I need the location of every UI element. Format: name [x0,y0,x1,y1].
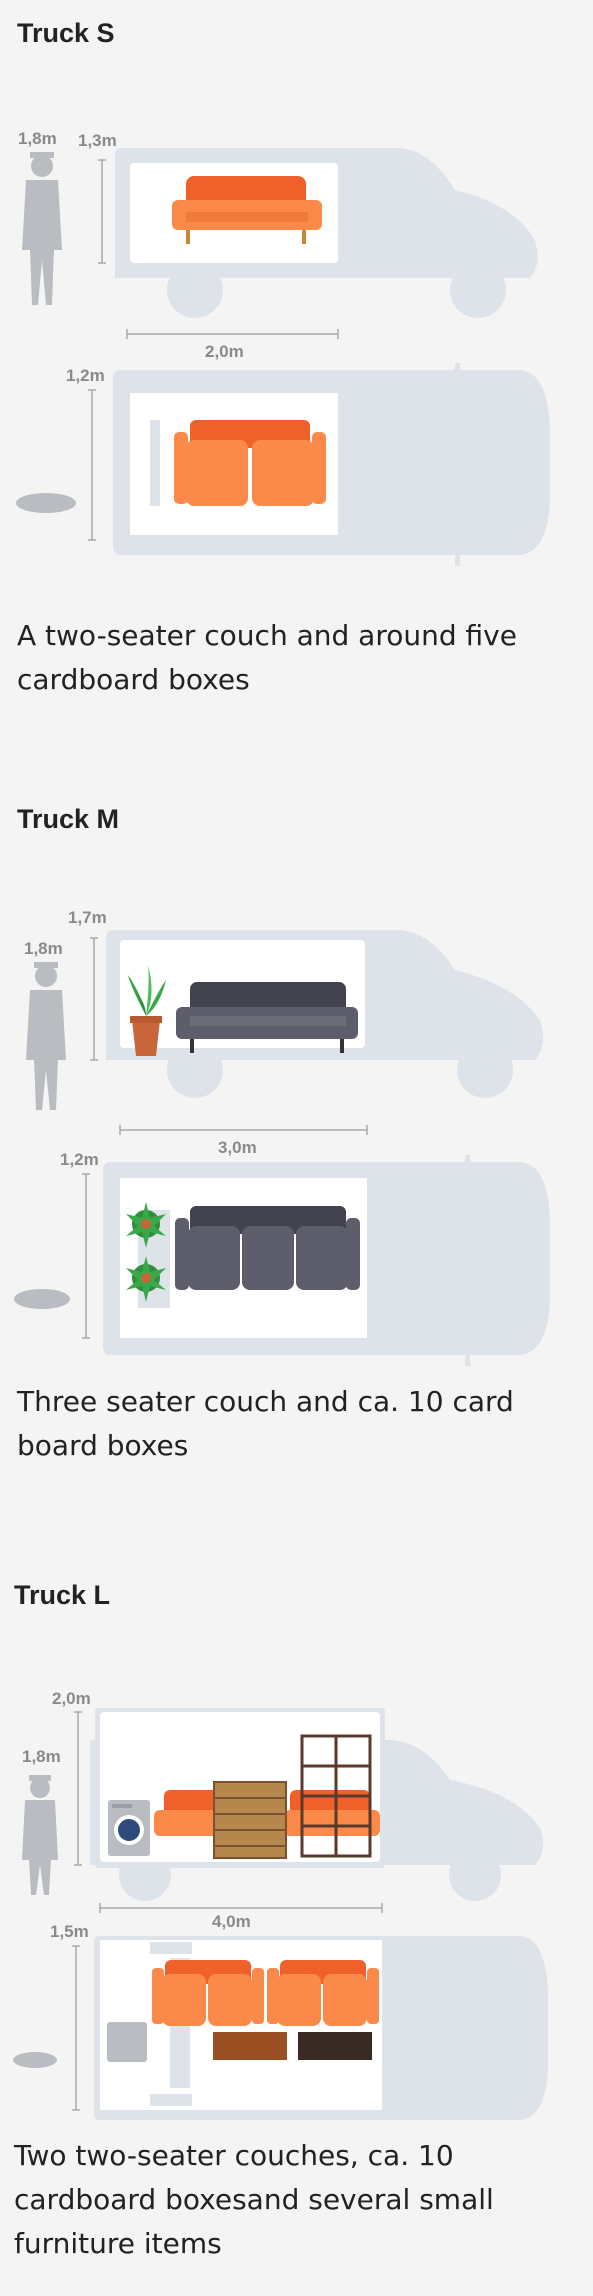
truck-m-cargo-width-label: 1,2m [60,1150,99,1169]
person-top-icon [14,1289,70,1309]
truck-m-person-height-label: 1,8m [24,939,63,958]
truck-s-description: A two-seater couch and around five cardb… [17,619,517,696]
truck-s-top-view [113,363,550,566]
truck-l-description: Two two-seater couches, ca. 10 cardboard… [14,2139,494,2260]
truck-l-cargo-length-label: 4,0m [212,1912,251,1931]
truck-l-side-view [90,1708,544,1901]
person-icon [26,962,66,1110]
washing-machine-top-icon [107,2022,147,2062]
person-top-icon [16,493,76,513]
two-seater-couch-icon [172,176,322,244]
person-icon [22,1775,58,1895]
truck-m-title: Truck M [17,804,120,834]
truck-m-diagram: 1,8m 1,7m 3,0m [14,908,550,1366]
two-seater-couch-top-icon [174,420,326,506]
shelf-icon [300,1734,372,1858]
two-seater-couch-top-icon [267,1960,379,2026]
truck-m-cargo-height-label: 1,7m [68,908,107,927]
plant-top-icon [126,1256,166,1302]
truck-s-section: Truck S 1,8m 1,3m [0,0,593,760]
truck-s-cargo-width-label: 1,2m [66,366,105,385]
truck-l-diagram: 1,8m 2,0m 4,0m [13,1689,548,2120]
person-top-icon [13,2052,57,2068]
truck-l-section: Truck L [0,1560,585,2296]
shelf-top-icon [298,2032,372,2060]
truck-s-side-view [115,148,538,318]
truck-m-cargo-length-label: 3,0m [218,1138,257,1157]
truck-s-cargo-length-label: 2,0m [205,342,244,361]
truck-s-title: Truck S [17,18,115,48]
truck-l-person-height-label: 1,8m [22,1747,61,1766]
dresser-icon [213,1781,287,1859]
plant-icon [128,965,166,1056]
truck-m-top-view [103,1155,550,1366]
truck-l-top-view [94,1936,548,2120]
truck-m-side-view [106,930,544,1098]
dresser-top-icon [213,2032,287,2060]
two-seater-couch-top-icon [152,1960,264,2026]
plant-top-icon [126,1202,166,1248]
truck-l-cargo-width-label: 1,5m [50,1922,89,1941]
truck-s-diagram: 1,8m 1,3m 2,0m 1,2m [16,129,550,566]
truck-s-person-height-label: 1,8m [18,129,57,148]
truck-m-section: Truck M [0,770,593,1550]
three-seater-couch-top-icon [175,1206,360,1290]
truck-l-cargo-height-label: 2,0m [52,1689,91,1708]
truck-s-cargo-height-label: 1,3m [78,131,117,150]
truck-m-description: Three seater couch and ca. 10 card board… [17,1385,514,1462]
washing-machine-icon [108,1800,150,1856]
three-seater-couch-icon [176,982,358,1053]
person-icon [22,152,62,305]
truck-l-title: Truck L [14,1580,111,1610]
